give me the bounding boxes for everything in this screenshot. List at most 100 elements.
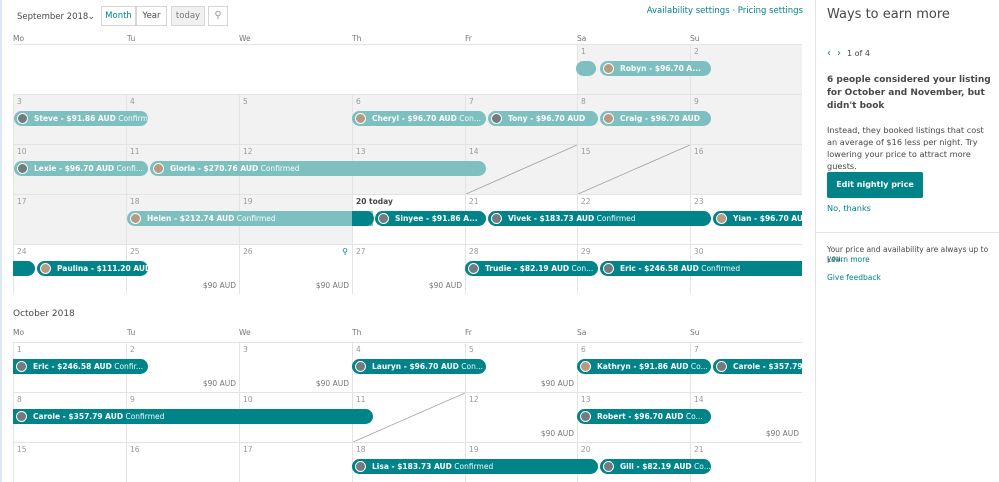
day-cell[interactable]: 3 $90 AUD [239, 342, 352, 392]
reservation-bar-gloria[interactable]: Gloria - $270.76 AUD Confirmed [150, 161, 486, 176]
week-row: 17 18 19 20 today 21 22 23 Helen - $212.… [13, 194, 802, 244]
today-button[interactable]: today [171, 6, 205, 26]
chevron-right-icon[interactable]: › [837, 48, 841, 59]
reservation-bar-robyn[interactable]: Robyn - $96.70 A... [600, 61, 711, 76]
reservation-bar-lexie[interactable]: Lexie - $96.70 AUD Confi... [14, 161, 148, 176]
no-thanks-link[interactable]: No, thanks [827, 203, 871, 213]
reservation-bar-yian[interactable]: Yian - $96.70 AUD [713, 211, 802, 226]
day-number: 1 [17, 345, 22, 354]
day-cell[interactable]: 2 $90 AUD [126, 342, 239, 392]
week-row: 3 4 5 6 7 8 9 Steve - $91.86 AUD Confirm… [13, 94, 802, 144]
day-number: 26 [243, 247, 253, 256]
day-number: 28 [469, 247, 479, 256]
day-cell[interactable]: 27 $90 AUD [352, 244, 465, 294]
reservation-bar-lisa[interactable]: Lisa - $183.73 AUD Confirmed [352, 459, 598, 474]
reservation-label: Craig - $96.70 AUD [620, 114, 700, 123]
guest-avatar [355, 361, 366, 372]
day-cell[interactable]: 17 [13, 194, 126, 244]
panel-title: Ways to earn more [827, 7, 950, 22]
guest-avatar [153, 163, 164, 174]
day-cell[interactable]: 16 [690, 144, 802, 194]
month-select[interactable]: September 2018 ⌄ [12, 6, 98, 26]
reservation-bar-craig[interactable]: Craig - $96.70 AUD [600, 111, 711, 126]
reservation-label: Kathryn - $91.86 AUD [597, 362, 689, 371]
weekday-label: Mo [13, 34, 25, 43]
availability-settings-link[interactable]: Availability settings [646, 6, 730, 16]
reservation-bar-kathryn[interactable]: Kathryn - $91.86 AUD Co... [577, 359, 711, 374]
reservation-bar-eric[interactable]: Eric - $246.58 AUD Confirmed [600, 261, 802, 276]
reservation-bar-helen[interactable]: Helen - $212.74 AUD Confirmed [127, 211, 373, 226]
day-number: 21 [469, 197, 479, 206]
year-view-button[interactable]: Year [136, 6, 167, 26]
learn-more-link[interactable]: Learn more [827, 255, 870, 264]
day-cell-blocked[interactable]: 15 [577, 144, 690, 194]
reservation-bar-lauryn[interactable]: Lauryn - $96.70 AUD Con... [352, 359, 486, 374]
chevron-down-icon: ⌄ [87, 12, 95, 22]
reservation-bar-tony[interactable]: Tony - $96.70 AUD [488, 111, 598, 126]
month-view-button[interactable]: Month [101, 6, 136, 26]
day-number: 11 [130, 147, 140, 156]
reservation-status: Confirmed [260, 164, 300, 173]
weekday-label: Fr [465, 34, 472, 43]
reservation-label: Carole - $357.79 A... [733, 362, 802, 371]
reservation-bar-carole[interactable]: Carole - $357.79 A... [713, 359, 802, 374]
day-cell[interactable]: 5 [239, 94, 352, 144]
calendar-grid: Mo Tu We Th Fr Sa Su 1 2 Robyn - $96.70 … [0, 34, 815, 482]
pager-count: 1 of 4 [847, 49, 870, 58]
weekday-header-october: Mo Tu We Th Fr Sa Su [13, 328, 802, 338]
reservation-bar-robert[interactable]: Robert - $96.70 AUD Co... [577, 409, 711, 424]
day-cell[interactable]: 26 ⚲ $90 AUD [239, 244, 352, 294]
reservation-status: Confirmed [125, 412, 165, 421]
give-feedback-link[interactable]: Give feedback [827, 273, 881, 282]
chevron-left-icon[interactable]: ‹ [827, 48, 831, 59]
reservation-bar-paulina[interactable]: Paulina - $111.20 AUD [37, 261, 148, 276]
month-heading-october: October 2018 [13, 309, 75, 319]
reservation-label: Cheryl - $96.70 AUD [372, 114, 457, 123]
day-number: 9 [694, 97, 699, 106]
week-row: 8 9 10 11 12 $90 AUD 13 14 $90 AUD Carole … [13, 392, 802, 442]
day-number: 13 [356, 147, 366, 156]
guest-avatar [716, 361, 727, 372]
day-number: 6 [581, 345, 586, 354]
reservation-bar-trudie[interactable]: Trudie - $82.19 AUD Con... [465, 261, 598, 276]
reservation-bar-cheryl[interactable]: Cheryl - $96.70 AUD Con... [352, 111, 486, 126]
pricing-settings-link[interactable]: Pricing settings [737, 6, 803, 16]
reservation-bar-carole-continued[interactable]: Carole - $357.79 AUD Confirmed [13, 409, 373, 424]
weekday-label: Sa [577, 328, 587, 337]
day-cell[interactable]: 17 [239, 442, 352, 482]
reservation-label: Gloria - $270.76 AUD [170, 164, 259, 173]
reservation-bar-vivek[interactable]: Vivek - $183.73 AUD Confirmed [488, 211, 711, 226]
day-number: 14 [469, 147, 479, 156]
day-number: 20 [581, 445, 591, 454]
reservation-bar-steve[interactable]: Steve - $91.86 AUD Confirmed [14, 111, 148, 126]
day-cell-empty [13, 44, 126, 94]
reservation-bar-sinyee[interactable]: Sinyee - $91.86 A... [375, 211, 486, 226]
week-row: 15 16 17 18 19 20 21 Lisa - $183.73 AUD … [13, 442, 802, 482]
guest-avatar [17, 113, 28, 124]
pin-icon[interactable]: ⚲ [208, 6, 228, 26]
day-number: 25 [130, 247, 140, 256]
reservation-bar-yian-end[interactable] [13, 261, 35, 276]
reservation-bar-gill[interactable]: Gill - $82.19 AUD Co... [600, 459, 711, 474]
weekday-label: Th [352, 34, 362, 43]
day-cell[interactable]: 12 $90 AUD [465, 392, 577, 442]
weekday-label: We [239, 328, 251, 337]
price-note: Your price and availability are always u… [827, 245, 989, 263]
night-price: $90 AUD [202, 379, 236, 388]
day-cell-blocked[interactable]: 11 [352, 392, 465, 442]
reservation-bar-continuation[interactable] [576, 61, 596, 76]
edit-nightly-price-button[interactable]: Edit nightly price [827, 172, 923, 198]
day-cell[interactable]: 15 [13, 442, 126, 482]
reservation-bar-eric-october[interactable]: Eric - $246.58 AUD Confir... [13, 359, 148, 374]
day-number: 9 [130, 395, 135, 404]
tip-body: Instead, they booked listings that cost … [827, 125, 984, 171]
day-number: 8 [581, 97, 586, 106]
day-cell[interactable]: 16 [126, 442, 239, 482]
guest-avatar [603, 263, 614, 274]
weekday-label: Th [352, 328, 362, 337]
day-cell-empty [465, 44, 577, 94]
day-cell-blocked[interactable]: 14 [465, 144, 577, 194]
reservation-bar-helen-end[interactable] [352, 211, 374, 226]
reservation-status: Co... [694, 462, 711, 471]
reservation-label: Vivek - $183.73 AUD [508, 214, 595, 223]
